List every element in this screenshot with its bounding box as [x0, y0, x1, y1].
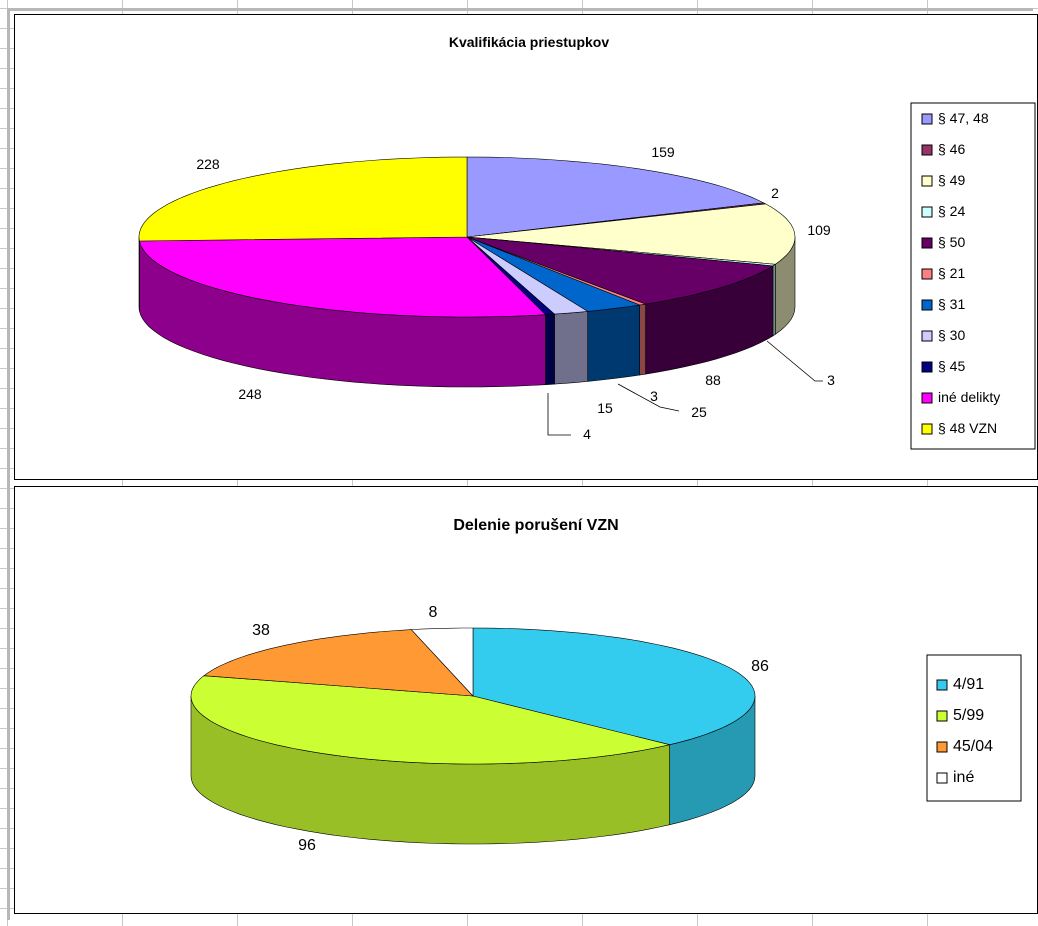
pie-slice-48-vzn [138, 156, 468, 242]
data-label-21: 3 [650, 388, 658, 404]
chart-2-plot [190, 627, 756, 845]
data-label-in: 8 [429, 604, 438, 621]
pie-slice-31 [466, 236, 641, 312]
legend-item-31: § 31 [938, 296, 965, 312]
chart-2-legend: 4/91 5/99 45/04 iné [926, 654, 1022, 802]
pie-slice-47-48 [466, 156, 765, 238]
legend-swatch-5-99 [936, 710, 948, 722]
pie-slice-5-99 [190, 675, 670, 765]
pie-side-30 [554, 311, 588, 385]
legend-swatch-47-48 [921, 113, 933, 125]
legend-item-in-delikty: iné delikty [938, 389, 1000, 405]
legend-item-45: § 45 [938, 358, 965, 374]
leader-line-45 [547, 393, 571, 436]
pie-slice-50 [466, 236, 774, 305]
legend-swatch-21 [921, 268, 933, 280]
chart-delenie-poruseni-vzn[interactable]: Delenie porušení VZN 86 96 38 8 4/91 5/99 45/… [14, 486, 1038, 914]
data-label-47-48: 159 [651, 144, 675, 160]
data-label-45-04: 38 [252, 622, 270, 639]
legend-swatch-46 [921, 144, 933, 156]
chart-1-data-labels: 159 2 109 3 88 3 25 15 4 248 228 [196, 144, 835, 442]
data-label-in-delikty: 248 [238, 386, 262, 402]
pie-slice-in-delikty [139, 236, 547, 318]
data-label-49: 109 [807, 222, 831, 238]
data-label-4-91: 86 [751, 658, 769, 675]
data-label-24: 3 [827, 372, 835, 388]
chart-1-plot [138, 156, 796, 388]
pie-slice-4-91 [472, 627, 756, 746]
leader-line-24 [766, 340, 823, 382]
legend-item-45-04: 45/04 [953, 738, 993, 755]
legend-item-50: § 50 [938, 234, 965, 250]
data-label-48-vzn: 228 [196, 156, 220, 172]
legend-swatch-in-delikty [921, 392, 933, 404]
legend-swatch-45 [921, 361, 933, 373]
legend-swatch-48-vzn [921, 423, 933, 435]
legend-item-30: § 30 [938, 327, 965, 343]
legend-item-46: § 46 [938, 141, 965, 157]
legend-swatch-in [936, 772, 948, 784]
legend-swatch-31 [921, 299, 933, 311]
legend-item-21: § 21 [938, 265, 965, 281]
pie-chart-1-svg: Kvalifikácia priestupkov 159210938832515… [138, 34, 1036, 450]
pie-slice-45-04 [203, 629, 474, 697]
chart-kvalifikacia-priestupkov[interactable]: Kvalifikácia priestupkov 159 2 109 3 88 3 25 15… [14, 14, 1038, 480]
legend-item-5-99: 5/99 [953, 707, 984, 724]
data-label-31: 25 [691, 404, 707, 420]
legend-item-47-48: § 47, 48 [938, 110, 989, 126]
data-label-5-99: 96 [298, 837, 316, 854]
legend-item-4-91: 4/91 [953, 676, 984, 693]
data-label-46: 2 [771, 185, 779, 201]
legend-item-49: § 49 [938, 172, 965, 188]
data-label-50: 88 [705, 372, 721, 388]
legend-item-48-vzn: § 48 VZN [938, 420, 997, 436]
legend-item-in: iné [953, 769, 974, 786]
pie-slice-in [410, 627, 474, 697]
pie-slice-49 [466, 203, 796, 265]
chart-1-title: Kvalifikácia priestupkov [449, 34, 610, 50]
pie-side-21 [639, 303, 646, 376]
chart-2-data-labels: 86 96 38 8 [252, 604, 769, 854]
legend-swatch-4-91 [936, 679, 948, 691]
leader-line-31 [617, 383, 680, 412]
legend-swatch-30 [921, 330, 933, 342]
legend-item-24: § 24 [938, 203, 965, 219]
pie-side-24 [772, 263, 776, 337]
legend-swatch-49 [921, 175, 933, 187]
data-label-45: 4 [583, 426, 591, 442]
chart-2-title: Delenie porušení VZN [453, 517, 618, 534]
sheet-frame [7, 8, 1033, 920]
legend-swatch-24 [921, 206, 933, 218]
pie-side-31 [587, 304, 640, 382]
pie-chart-2-svg: Delenie porušení VZN 86 96 38 8 4/91 5/99 45/… [190, 517, 1022, 854]
legend-swatch-50 [921, 237, 933, 249]
pie-side-45 [545, 313, 555, 386]
legend-swatch-45-04 [936, 741, 948, 753]
chart-1-legend: § 47, 48 § 46 § 49 § 24 § 50 § 21 § 31 § 30 § 45… [910, 102, 1036, 450]
data-label-30: 15 [597, 400, 613, 416]
